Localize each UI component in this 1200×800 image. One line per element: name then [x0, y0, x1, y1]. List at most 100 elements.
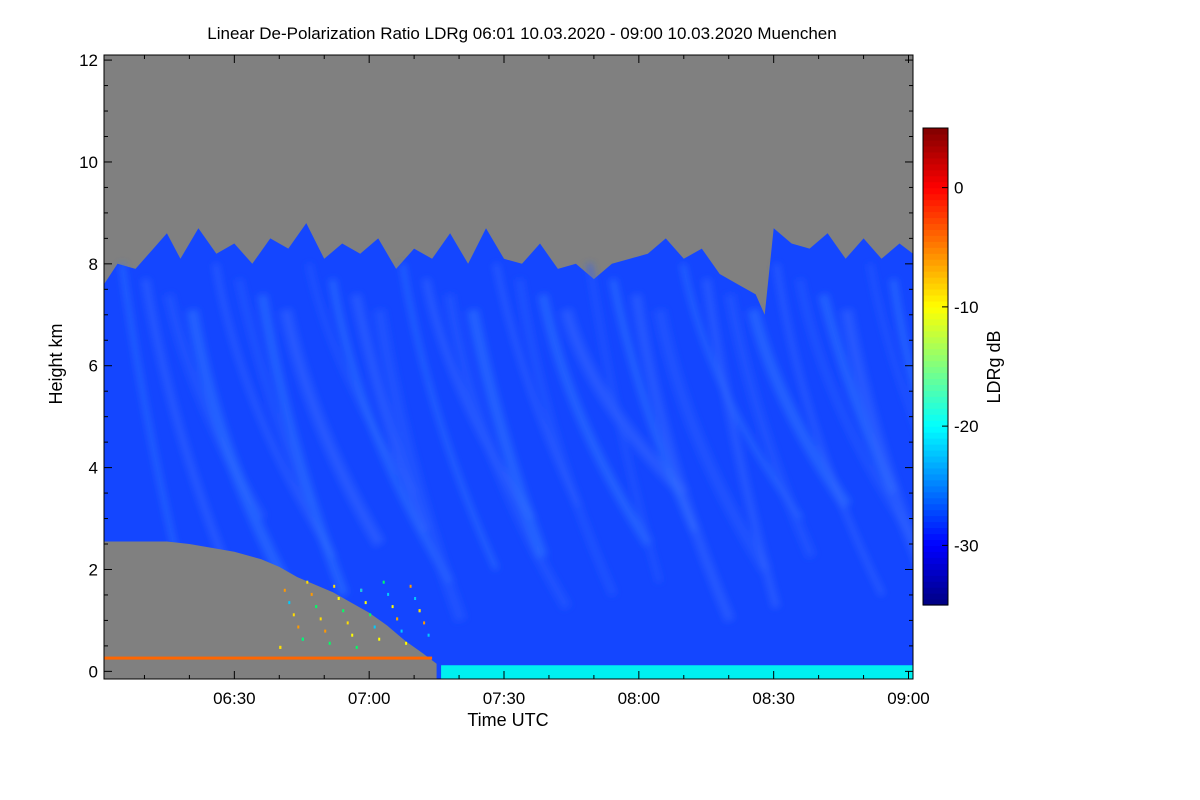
colorbar-segment: [923, 128, 948, 135]
speckle: [297, 625, 300, 629]
colorbar-segment: [923, 467, 948, 475]
speckle: [351, 633, 354, 637]
colorbar-segment: [923, 545, 948, 552]
colorbar: 0 -10 -20 -30: [922, 127, 979, 606]
colorbar-segment: [923, 235, 948, 242]
y-tick-label: 10: [79, 153, 98, 172]
colorbar-segment: [923, 265, 948, 272]
x-tick-label: 06:30: [213, 689, 256, 708]
colorbar-segment: [923, 294, 948, 302]
fallstreak: [234, 278, 313, 508]
x-tick-label: 07:00: [348, 689, 391, 708]
colorbar-segment: [923, 408, 948, 415]
colorbar-segment: [923, 593, 948, 600]
y-tick-label: 4: [89, 459, 98, 478]
fallstreak: [515, 278, 617, 597]
x-tick-label: 08:30: [752, 689, 795, 708]
colorbar-segment: [923, 521, 948, 529]
speckle: [301, 637, 304, 641]
colorbar-segment: [923, 318, 948, 326]
colorbar-segment: [923, 223, 948, 230]
colorbar-segment: [923, 253, 948, 260]
colorbar-title: LDRg dB: [984, 330, 1004, 403]
fallstreak: [466, 308, 549, 559]
plot-area: [104, 55, 913, 679]
fallstreak: [212, 263, 337, 559]
fallstreak: [866, 263, 913, 426]
speckle: [328, 641, 331, 645]
colorbar-segment: [923, 187, 948, 195]
colorbar-segment: [923, 384, 948, 391]
speckle: [333, 584, 336, 588]
colorbar-segment: [923, 288, 948, 296]
x-tick-label: 08:00: [618, 689, 661, 708]
colorbar-segment: [923, 342, 948, 350]
colorbar-segment: [923, 360, 948, 368]
colorbar-segment: [923, 449, 948, 457]
y-tick-label: 8: [89, 255, 98, 274]
colorbar-segment: [923, 503, 948, 511]
speckle: [423, 621, 426, 625]
speckle: [387, 592, 390, 596]
fallstreak: [257, 293, 349, 597]
speckle: [369, 613, 372, 617]
colorbar-segment: [923, 229, 948, 236]
colorbar-segment: [923, 283, 948, 290]
colorbar-segment: [923, 259, 948, 266]
colorbar-segment: [923, 133, 948, 141]
fallstreak: [328, 278, 454, 585]
y-tick-label: 6: [89, 357, 98, 376]
colorbar-tick-label: -10: [954, 298, 979, 317]
y-axis-title: Height km: [46, 323, 66, 404]
speckle: [427, 633, 430, 637]
y-axis: 0 2 4 6 8 10 12: [79, 51, 913, 681]
colorbar-segment: [923, 497, 948, 505]
colorbar-segment: [923, 533, 948, 541]
speckle-layer: [279, 580, 430, 649]
colorbar-segment: [923, 312, 948, 320]
fallstreak: [399, 263, 500, 571]
colorbar-segment: [923, 324, 948, 332]
speckle: [418, 609, 421, 613]
fallstreak: [373, 308, 467, 623]
colorbar-segment: [923, 491, 948, 499]
fallstreak: [724, 293, 817, 559]
colorbar-segment: [923, 485, 948, 493]
colorbar-segment: [923, 432, 948, 439]
y-tick-label: 12: [79, 51, 98, 70]
colorbar-segment: [923, 438, 948, 445]
speckle: [310, 592, 313, 596]
x-axis-title: Time UTC: [467, 710, 548, 730]
speckle: [306, 580, 309, 584]
speckle: [319, 617, 322, 621]
fallstreak-layer: [119, 263, 913, 623]
fallstreak: [537, 293, 653, 547]
colorbar-segment: [923, 509, 948, 517]
colorbar-segment: [923, 575, 948, 582]
colorbar-segment: [923, 473, 948, 481]
colorbar-frame: [922, 127, 949, 606]
colorbar-segment: [923, 563, 948, 570]
speckle: [405, 641, 408, 645]
speckle: [400, 629, 403, 633]
fallstreak: [305, 263, 418, 495]
colorbar-segment: [923, 241, 948, 248]
fallstreak: [840, 308, 913, 561]
colorbar-segment: [923, 211, 948, 219]
fallstreak: [444, 293, 572, 611]
colorbar-segment: [923, 354, 948, 362]
speckle: [292, 613, 295, 617]
colorbar-segment: [923, 402, 948, 409]
colorbar-segment: [923, 587, 948, 594]
lower-no-data-region: [104, 541, 437, 679]
fallstreak: [560, 308, 689, 498]
noise-line: [104, 656, 433, 660]
colorbar-tick-label: -20: [954, 417, 979, 436]
colorbar-segment: [923, 527, 948, 535]
colorbar-segment: [923, 581, 948, 588]
colorbar-segment: [923, 414, 948, 421]
colorbar-segment: [923, 336, 948, 344]
speckle: [396, 617, 399, 621]
colorbar-segment: [923, 378, 948, 385]
